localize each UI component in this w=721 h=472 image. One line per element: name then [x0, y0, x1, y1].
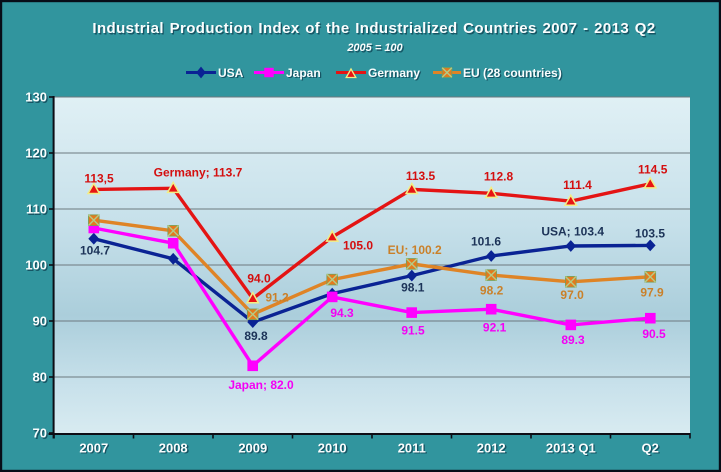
svg-text:89.3: 89.3	[561, 333, 585, 347]
svg-text:97.0: 97.0	[560, 288, 584, 302]
svg-text:90.5: 90.5	[642, 327, 666, 341]
svg-text:2013 Q1: 2013 Q1	[546, 440, 596, 455]
svg-text:Industrial Production Index of: Industrial Production Index of the Indus…	[92, 20, 655, 37]
svg-text:97.9: 97.9	[640, 286, 664, 300]
svg-text:94.0: 94.0	[247, 272, 271, 286]
svg-text:EU; 100.2: EU; 100.2	[388, 243, 442, 257]
svg-text:Germany: Germany	[368, 66, 420, 80]
svg-text:Q2: Q2	[643, 442, 660, 457]
svg-text:Japan: Japan	[286, 66, 321, 80]
svg-text:98.2: 98.2	[480, 284, 504, 298]
svg-text:91.5: 91.5	[401, 323, 425, 337]
svg-text:70: 70	[34, 427, 48, 442]
svg-text:94.3: 94.3	[330, 306, 354, 320]
svg-text:105.0: 105.0	[343, 239, 373, 253]
svg-text:111.4: 111.4	[563, 178, 592, 192]
svg-text:112.8: 112.8	[484, 170, 514, 184]
svg-text:2005 = 100: 2005 = 100	[348, 43, 405, 55]
svg-text:113,5: 113,5	[84, 172, 114, 186]
svg-text:104.7: 104.7	[80, 243, 110, 257]
svg-text:98.1: 98.1	[401, 280, 425, 294]
svg-text:2005 = 100: 2005 = 100	[346, 42, 403, 54]
svg-text:2009: 2009	[240, 442, 269, 457]
svg-text:90: 90	[34, 315, 48, 330]
svg-text:2008: 2008	[160, 442, 189, 457]
svg-text:70: 70	[33, 426, 47, 441]
svg-text:2010: 2010	[319, 442, 348, 457]
svg-text:91.2: 91.2	[265, 291, 289, 305]
svg-text:Q2: Q2	[642, 440, 659, 455]
svg-text:EU (28 countries): EU (28 countries)	[464, 67, 563, 81]
svg-text:USA: USA	[219, 67, 245, 81]
svg-text:2012: 2012	[477, 440, 506, 455]
svg-text:114.5: 114.5	[638, 163, 668, 177]
svg-text:120: 120	[27, 147, 49, 162]
svg-text:2012: 2012	[478, 442, 507, 457]
svg-text:100: 100	[27, 259, 49, 274]
svg-text:80: 80	[33, 370, 47, 385]
svg-text:Germany: Germany	[369, 67, 421, 81]
svg-text:2011: 2011	[398, 440, 426, 455]
svg-text:90: 90	[33, 314, 47, 329]
svg-text:EU (28 countries): EU (28 countries)	[463, 66, 562, 80]
svg-text:2008: 2008	[159, 440, 188, 455]
svg-text:2007: 2007	[79, 440, 108, 455]
svg-text:Industrial Production Index of: Industrial Production Index of the Indus…	[94, 21, 657, 38]
svg-text:110: 110	[26, 202, 47, 217]
svg-text:103.5: 103.5	[635, 226, 665, 240]
svg-text:2007: 2007	[81, 442, 110, 457]
svg-text:80: 80	[34, 371, 48, 386]
svg-text:113.5: 113.5	[406, 169, 436, 183]
svg-text:Japan: Japan	[287, 67, 322, 81]
svg-text:120: 120	[25, 146, 47, 161]
svg-text:101.6: 101.6	[471, 235, 501, 249]
svg-text:130: 130	[27, 91, 49, 106]
svg-text:92.1: 92.1	[483, 320, 507, 334]
svg-text:2010: 2010	[318, 440, 347, 455]
svg-text:2013 Q1: 2013 Q1	[547, 442, 597, 457]
svg-text:Japan; 82.0: Japan; 82.0	[228, 378, 294, 392]
svg-text:89.8: 89.8	[244, 329, 268, 343]
svg-text:2009: 2009	[238, 440, 267, 455]
svg-text:USA; 103.4: USA; 103.4	[541, 224, 604, 238]
svg-text:2011: 2011	[399, 442, 427, 457]
svg-text:130: 130	[25, 90, 47, 105]
svg-text:110: 110	[27, 203, 48, 218]
svg-text:100: 100	[25, 258, 47, 273]
svg-text:USA: USA	[218, 66, 244, 80]
svg-text:Germany; 113.7: Germany; 113.7	[154, 166, 243, 180]
